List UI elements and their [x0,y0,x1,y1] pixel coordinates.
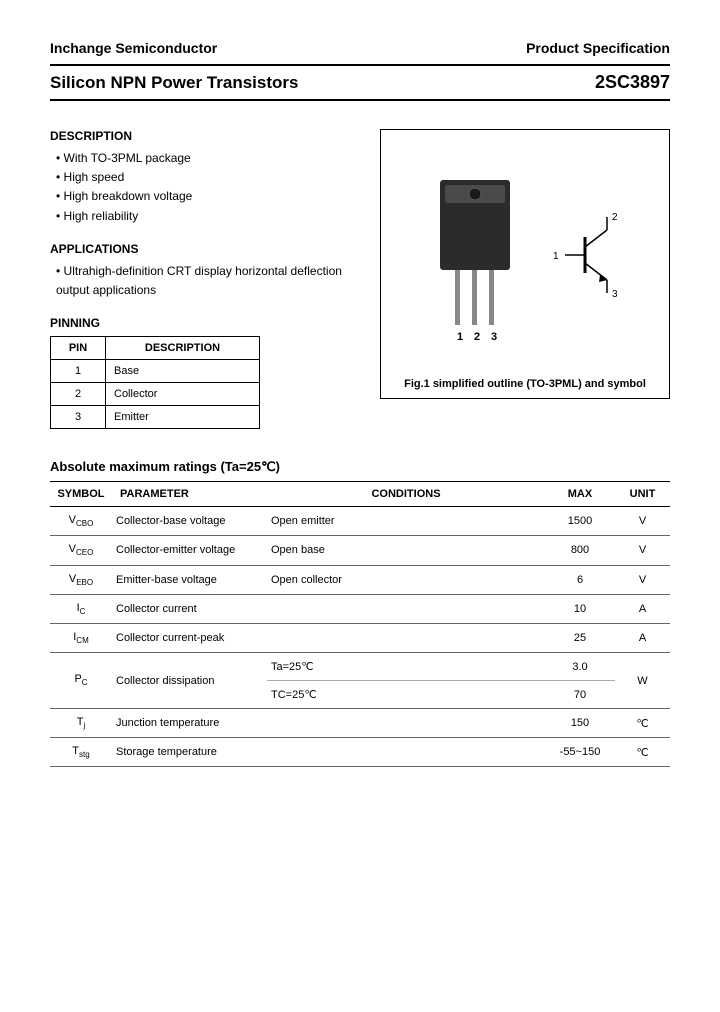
ratings-cell: VCBO [50,507,112,536]
application-item: Ultrahigh-definition CRT display horizon… [56,262,362,300]
ratings-cell: W [615,653,670,709]
description-item: High breakdown voltage [56,187,362,206]
ratings-col-header: CONDITIONS [267,482,545,507]
ratings-cell: 70 [545,681,615,709]
svg-text:1: 1 [553,251,559,262]
ratings-cell [267,738,545,767]
pin-cell: 2 [51,383,106,406]
ratings-cell: VEBO [50,565,112,594]
ratings-cell: IC [50,594,112,623]
figure-caption: Fig.1 simplified outline (TO-3PML) and s… [381,378,669,390]
ratings-cell: Junction temperature [112,709,267,738]
pinning-heading: PINNING [50,316,362,330]
pinning-table: PIN DESCRIPTION 1Base 2Collector 3Emitte… [50,336,260,429]
ratings-cell: ℃ [615,709,670,738]
ratings-cell: PC [50,653,112,709]
ratings-cell: Storage temperature [112,738,267,767]
ratings-cell: Open collector [267,565,545,594]
ratings-cell: 6 [545,565,615,594]
svg-text:3: 3 [612,289,618,300]
ratings-cell: 25 [545,623,615,652]
ratings-cell: Collector dissipation [112,653,267,709]
ratings-cell: Collector current [112,594,267,623]
ratings-cell: ICM [50,623,112,652]
figure-box: 1 2 3 1 2 3 Fig.1 simplified outline [380,129,670,399]
doc-type: Product Specification [526,40,670,56]
ratings-cell: Tj [50,709,112,738]
ratings-col-header: PARAMETER [112,482,267,507]
svg-text:3: 3 [491,331,497,343]
pin-col-header: PIN [51,337,106,360]
description-item: High speed [56,168,362,187]
ratings-cell: TC=25℃ [267,681,545,709]
ratings-cell: A [615,623,670,652]
ratings-col-header: UNIT [615,482,670,507]
ratings-cell: VCEO [50,536,112,565]
ratings-cell: Collector-base voltage [112,507,267,536]
ratings-cell: Emitter-base voltage [112,565,267,594]
ratings-heading: Absolute maximum ratings (Ta=25℃) [50,459,670,475]
ratings-cell: Open emitter [267,507,545,536]
applications-list: Ultrahigh-definition CRT display horizon… [50,262,362,300]
pin-cell: 3 [51,406,106,429]
ratings-cell: Open base [267,536,545,565]
svg-text:1: 1 [457,331,463,343]
pin-cell: Collector [106,383,260,406]
ratings-table: SYMBOL PARAMETER CONDITIONS MAX UNIT VCB… [50,481,670,767]
description-list: With TO-3PML package High speed High bre… [50,149,362,226]
package-diagram: 1 2 3 1 2 3 [395,165,655,365]
ratings-cell: 3.0 [545,653,615,681]
company-name: Inchange Semiconductor [50,40,217,56]
ratings-cell: V [615,507,670,536]
ratings-cell [267,623,545,652]
ratings-cell: 800 [545,536,615,565]
ratings-cell [267,709,545,738]
ratings-cell: 1500 [545,507,615,536]
ratings-col-header: SYMBOL [50,482,112,507]
pin-cell: Emitter [106,406,260,429]
ratings-cell: 150 [545,709,615,738]
ratings-cell [267,594,545,623]
pin-cell: 1 [51,360,106,383]
applications-heading: APPLICATIONS [50,242,362,256]
description-heading: DESCRIPTION [50,129,362,143]
product-line-title: Silicon NPN Power Transistors [50,73,298,93]
svg-text:2: 2 [612,212,618,223]
description-item: High reliability [56,207,362,226]
ratings-cell: V [615,565,670,594]
ratings-cell: 10 [545,594,615,623]
ratings-cell: -55~150 [545,738,615,767]
description-item: With TO-3PML package [56,149,362,168]
part-number: 2SC3897 [595,72,670,93]
svg-text:2: 2 [474,331,480,343]
ratings-cell: V [615,536,670,565]
ratings-cell: Tstg [50,738,112,767]
ratings-col-header: MAX [545,482,615,507]
ratings-cell: A [615,594,670,623]
pin-cell: Base [106,360,260,383]
ratings-cell: Collector current-peak [112,623,267,652]
ratings-cell: Collector-emitter voltage [112,536,267,565]
ratings-cell: ℃ [615,738,670,767]
pin-col-header: DESCRIPTION [106,337,260,360]
ratings-cell: Ta=25℃ [267,653,545,681]
